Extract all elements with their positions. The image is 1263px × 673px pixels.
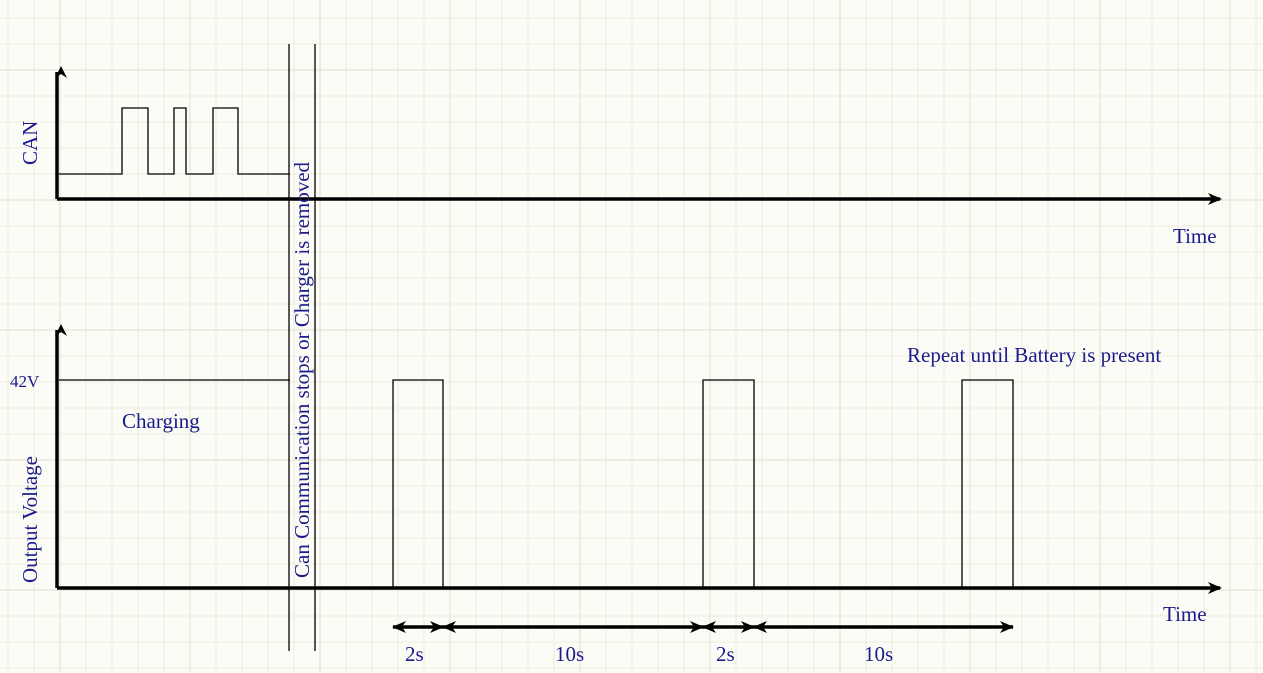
can-chart: CAN Time: [18, 66, 1222, 248]
can-x-axis-label: Time: [1173, 224, 1217, 248]
voltage-level-label: 42V: [10, 372, 40, 391]
event-marker: Can Communication stops or Charger is re…: [288, 44, 316, 651]
event-marker-label: Can Communication stops or Charger is re…: [290, 161, 314, 578]
voltage-pulse-1: [392, 379, 444, 587]
voltage-y-axis-label: Output Voltage: [18, 456, 42, 583]
charging-label: Charging: [122, 409, 200, 433]
duration-label-1: 2s: [405, 642, 424, 666]
duration-label-4: 10s: [864, 642, 893, 666]
voltage-x-axis-label: Time: [1163, 602, 1207, 626]
can-y-axis-label: CAN: [18, 121, 42, 165]
voltage-pulse-2: [702, 379, 755, 587]
duration-label-2: 10s: [555, 642, 584, 666]
duration-label-3: 2s: [716, 642, 735, 666]
can-signal-waveform: [59, 107, 290, 175]
duration-dimensions: 2s 10s 2s 10s: [392, 621, 1014, 666]
repeat-note: Repeat until Battery is present: [907, 343, 1161, 367]
voltage-chart: 42V Output Voltage Time Charging Repeat …: [10, 324, 1222, 626]
voltage-pulse-3: [961, 379, 1014, 587]
